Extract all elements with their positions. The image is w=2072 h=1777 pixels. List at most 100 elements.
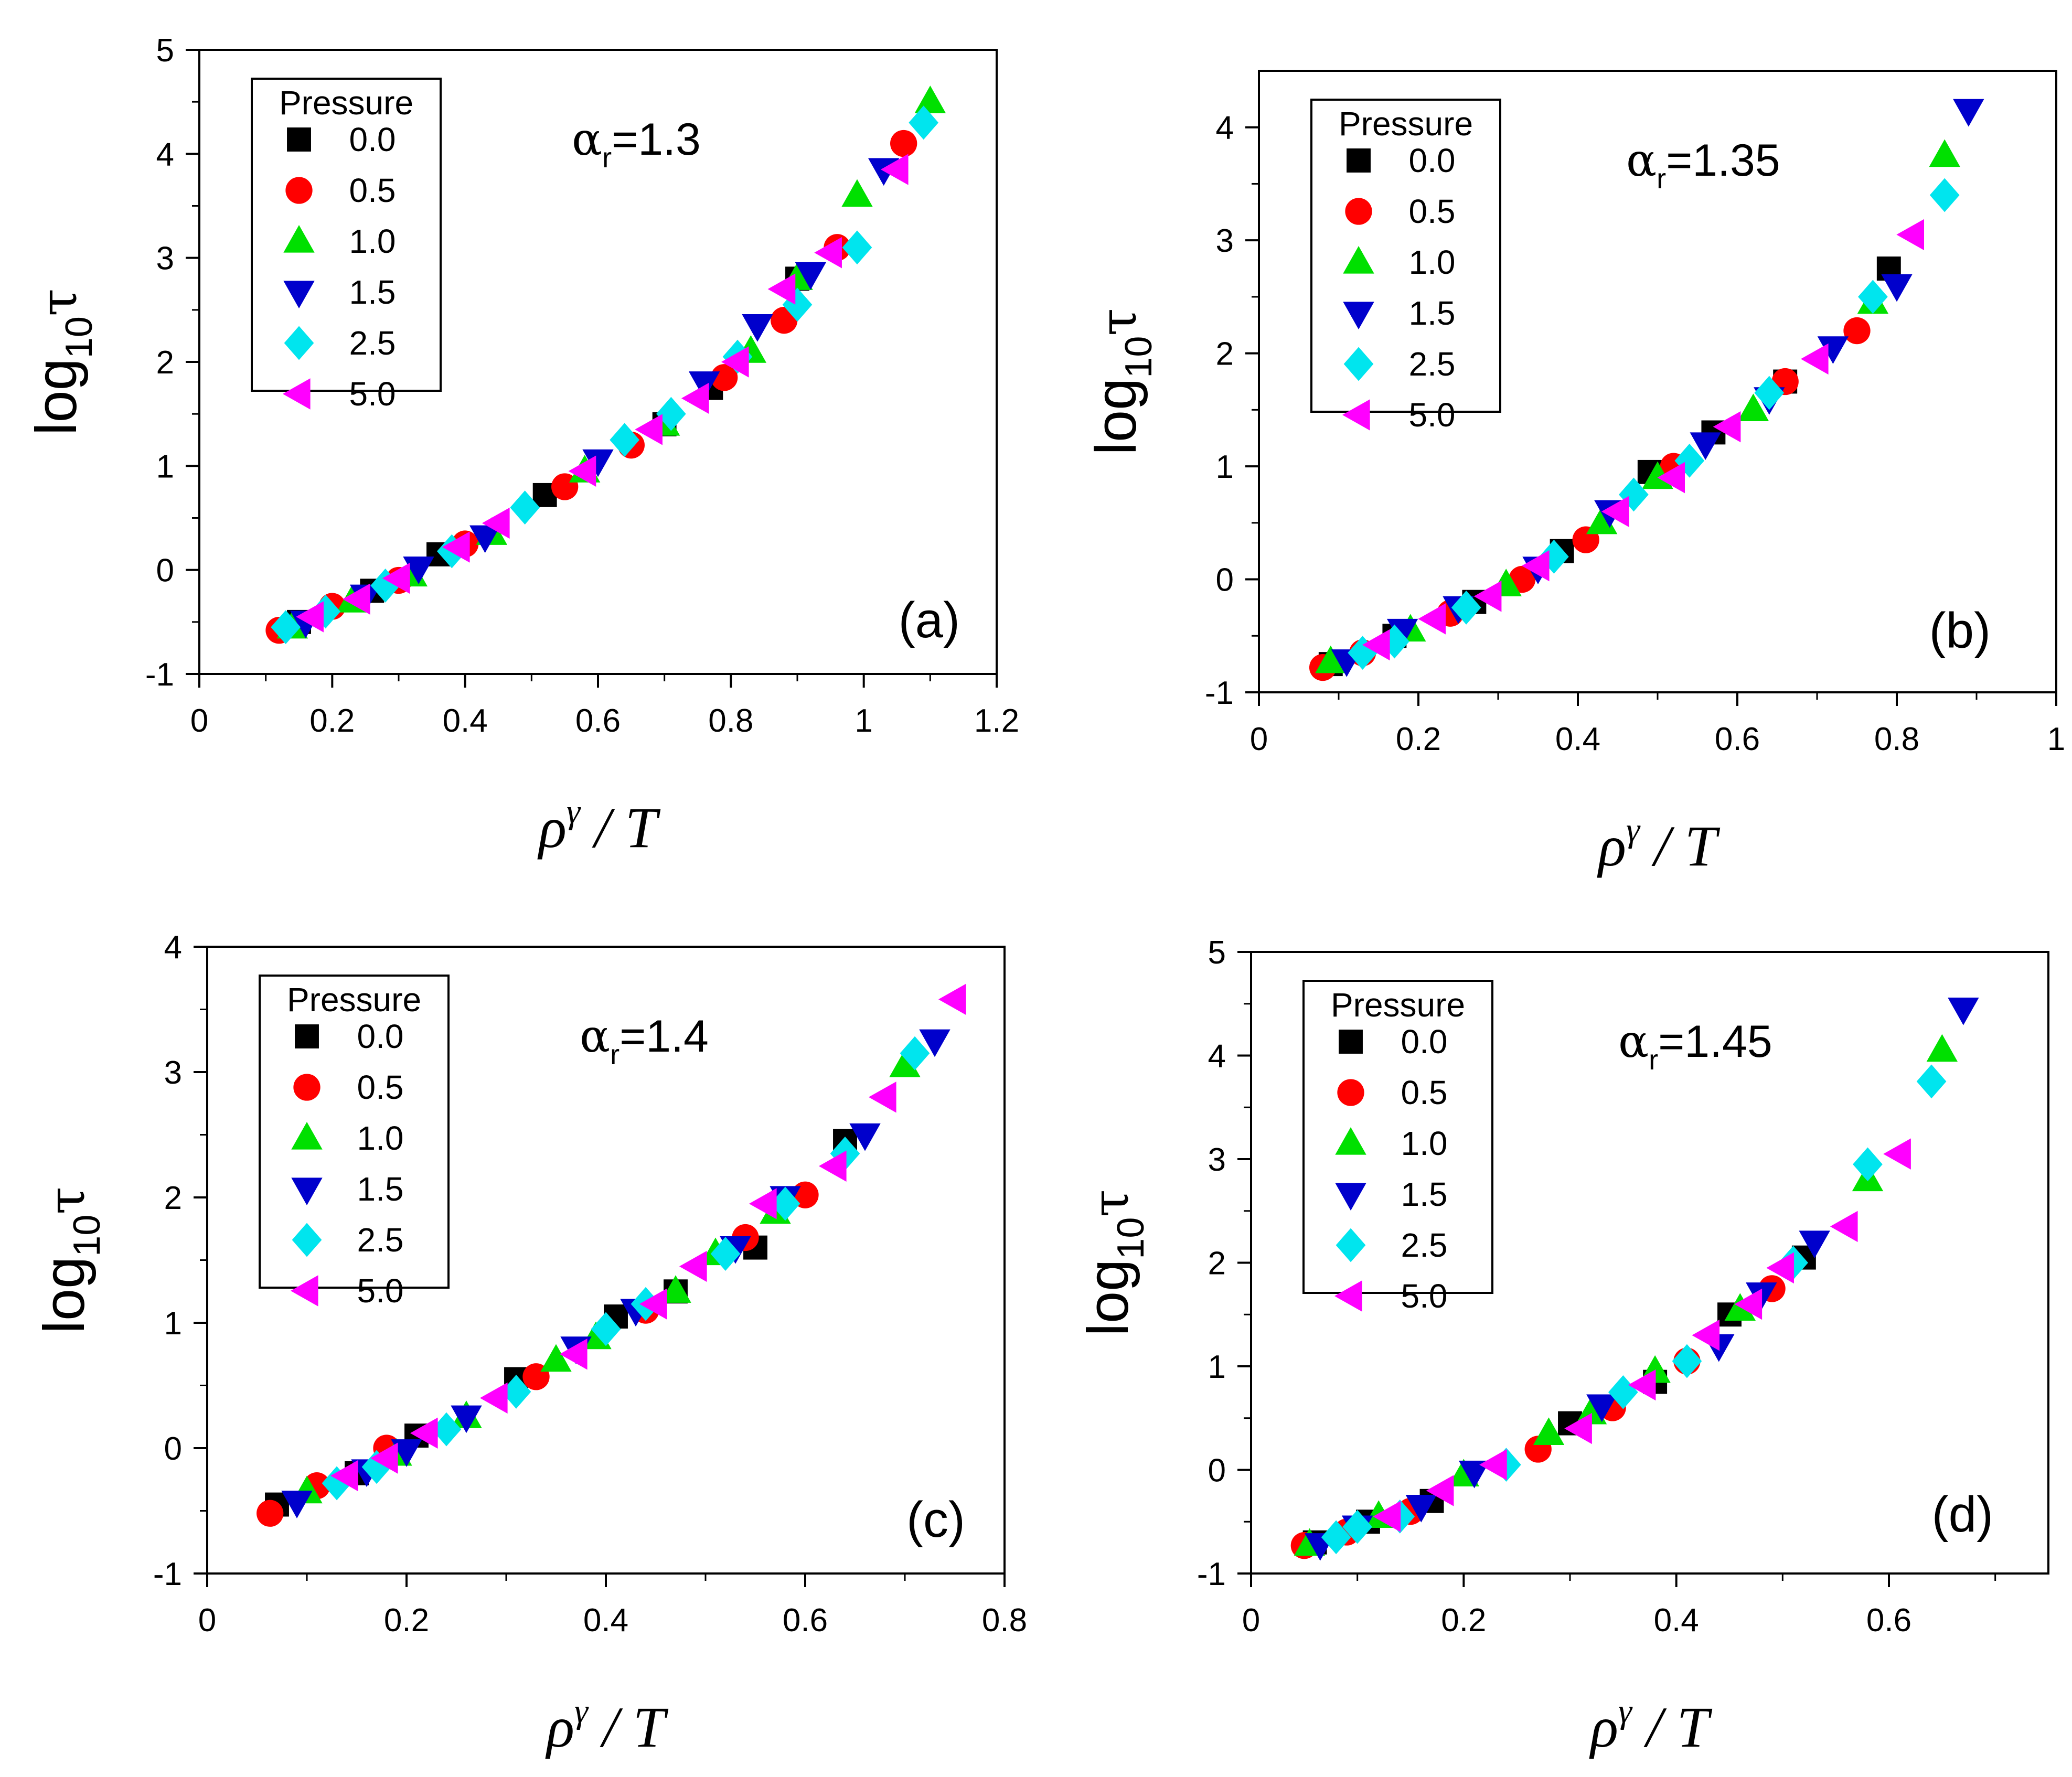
x-axis-title: ργ / T <box>537 793 660 860</box>
y-tick-label: 1 <box>1216 449 1234 485</box>
data-point <box>842 230 872 265</box>
x-tick-label: 0.4 <box>1654 1602 1699 1639</box>
y-tick-label: 4 <box>1208 1039 1226 1075</box>
data-point <box>849 1123 881 1151</box>
data-point <box>391 1439 422 1467</box>
data-point <box>582 449 614 477</box>
data-point <box>914 85 946 113</box>
data-point <box>1926 1034 1958 1062</box>
legend-label: 1.5 <box>1401 1175 1448 1213</box>
legend-title: Pressure <box>1331 986 1465 1024</box>
y-tick-label: 5 <box>156 33 174 69</box>
data-point <box>1953 99 1984 127</box>
data-point <box>1843 317 1871 345</box>
data-point <box>795 262 827 290</box>
legend-symbol <box>284 326 314 360</box>
y-tick-label: 3 <box>156 241 174 277</box>
legend-label: 0.0 <box>1401 1023 1448 1061</box>
data-point <box>1737 393 1769 421</box>
data-point <box>1564 1412 1592 1444</box>
data-point <box>479 1382 508 1414</box>
data-point <box>1672 1344 1702 1378</box>
data-point <box>1896 219 1924 251</box>
x-tick-label: 0 <box>190 703 208 739</box>
data-point <box>721 346 749 378</box>
x-tick-label: 1 <box>2047 721 2065 757</box>
data-point <box>482 507 510 539</box>
legend-symbol <box>293 1074 321 1101</box>
legend-title: Pressure <box>279 84 413 122</box>
data-point <box>469 525 501 553</box>
legend-label: 2.5 <box>1401 1226 1448 1264</box>
y-axis-title: log10τ <box>24 288 100 435</box>
legend-label: 5.0 <box>357 1272 404 1310</box>
x-tick-label: 0 <box>1250 721 1268 757</box>
legend-symbol <box>1335 1127 1366 1155</box>
data-point <box>868 1082 896 1113</box>
legend-symbol <box>285 177 313 204</box>
data-point <box>909 105 939 140</box>
data-point <box>681 382 709 414</box>
data-point <box>1405 1495 1437 1523</box>
x-tick-label: 0.4 <box>1555 721 1600 757</box>
legend-symbol <box>291 1121 323 1150</box>
panel-label: (d) <box>1932 1486 1993 1543</box>
legend-symbol <box>1336 1228 1366 1262</box>
data-point <box>591 1312 621 1346</box>
panel-label: (b) <box>1929 603 1991 659</box>
panel-label: (a) <box>899 592 960 648</box>
legend-symbol <box>283 281 315 309</box>
data-point <box>660 1275 691 1303</box>
data-point <box>1315 645 1347 673</box>
data-point <box>271 610 301 645</box>
data-point <box>656 397 686 431</box>
y-tick-label: 2 <box>156 345 174 381</box>
data-point <box>1881 274 1913 302</box>
data-point <box>296 601 324 633</box>
data-point <box>1713 411 1741 443</box>
data-point <box>814 237 842 269</box>
data-point <box>1692 1320 1720 1351</box>
legend-label: 1.0 <box>1409 243 1456 281</box>
data-point <box>841 179 873 207</box>
x-tick-label: 0.6 <box>1715 721 1760 757</box>
x-tick-label: 0.6 <box>1866 1602 1911 1639</box>
x-tick-label: 0 <box>198 1602 216 1639</box>
legend-label: 0.5 <box>1401 1074 1448 1111</box>
y-tick-label: -1 <box>145 657 174 693</box>
legend-label: 2.5 <box>357 1221 404 1259</box>
data-point <box>1929 178 1960 212</box>
data-point <box>938 983 966 1015</box>
legend-label: 1.0 <box>349 222 396 260</box>
data-point <box>610 423 640 457</box>
y-tick-label: 5 <box>1208 935 1226 971</box>
data-points <box>257 983 966 1527</box>
data-point <box>1853 1147 1883 1182</box>
data-point <box>1766 1252 1794 1284</box>
data-point <box>1586 1394 1618 1422</box>
y-tick-label: 1 <box>1208 1349 1226 1385</box>
x-tick-label: 0.2 <box>1396 721 1441 757</box>
y-tick-label: 2 <box>1216 336 1234 372</box>
legend-symbol <box>1347 148 1371 173</box>
y-tick-label: -1 <box>153 1556 182 1592</box>
legend-label: 0.0 <box>357 1018 404 1055</box>
legend-box <box>259 975 450 1289</box>
data-point <box>1451 591 1481 625</box>
data-point <box>281 1491 313 1518</box>
x-axis-title: ργ / T <box>1589 1692 1712 1759</box>
y-tick-label: 0 <box>1208 1453 1226 1489</box>
data-point <box>540 1344 572 1372</box>
legend-symbol <box>1342 399 1370 431</box>
legend-label: 5.0 <box>1409 396 1456 434</box>
data-point <box>559 1339 588 1370</box>
chart-panel-2: 0 0.2 0.4 0.6 0.8 1 -1 0 1 2 3 4 ργ / T log10τ Pressur… <box>1084 70 2065 878</box>
data-point <box>330 1460 358 1492</box>
y-tick-label: 0 <box>164 1431 182 1467</box>
data-point <box>1883 1138 1911 1170</box>
data-point <box>639 1288 667 1320</box>
data-point <box>382 562 410 594</box>
legend-label: 1.5 <box>1409 294 1456 332</box>
legend-label: 1.0 <box>1401 1125 1448 1162</box>
